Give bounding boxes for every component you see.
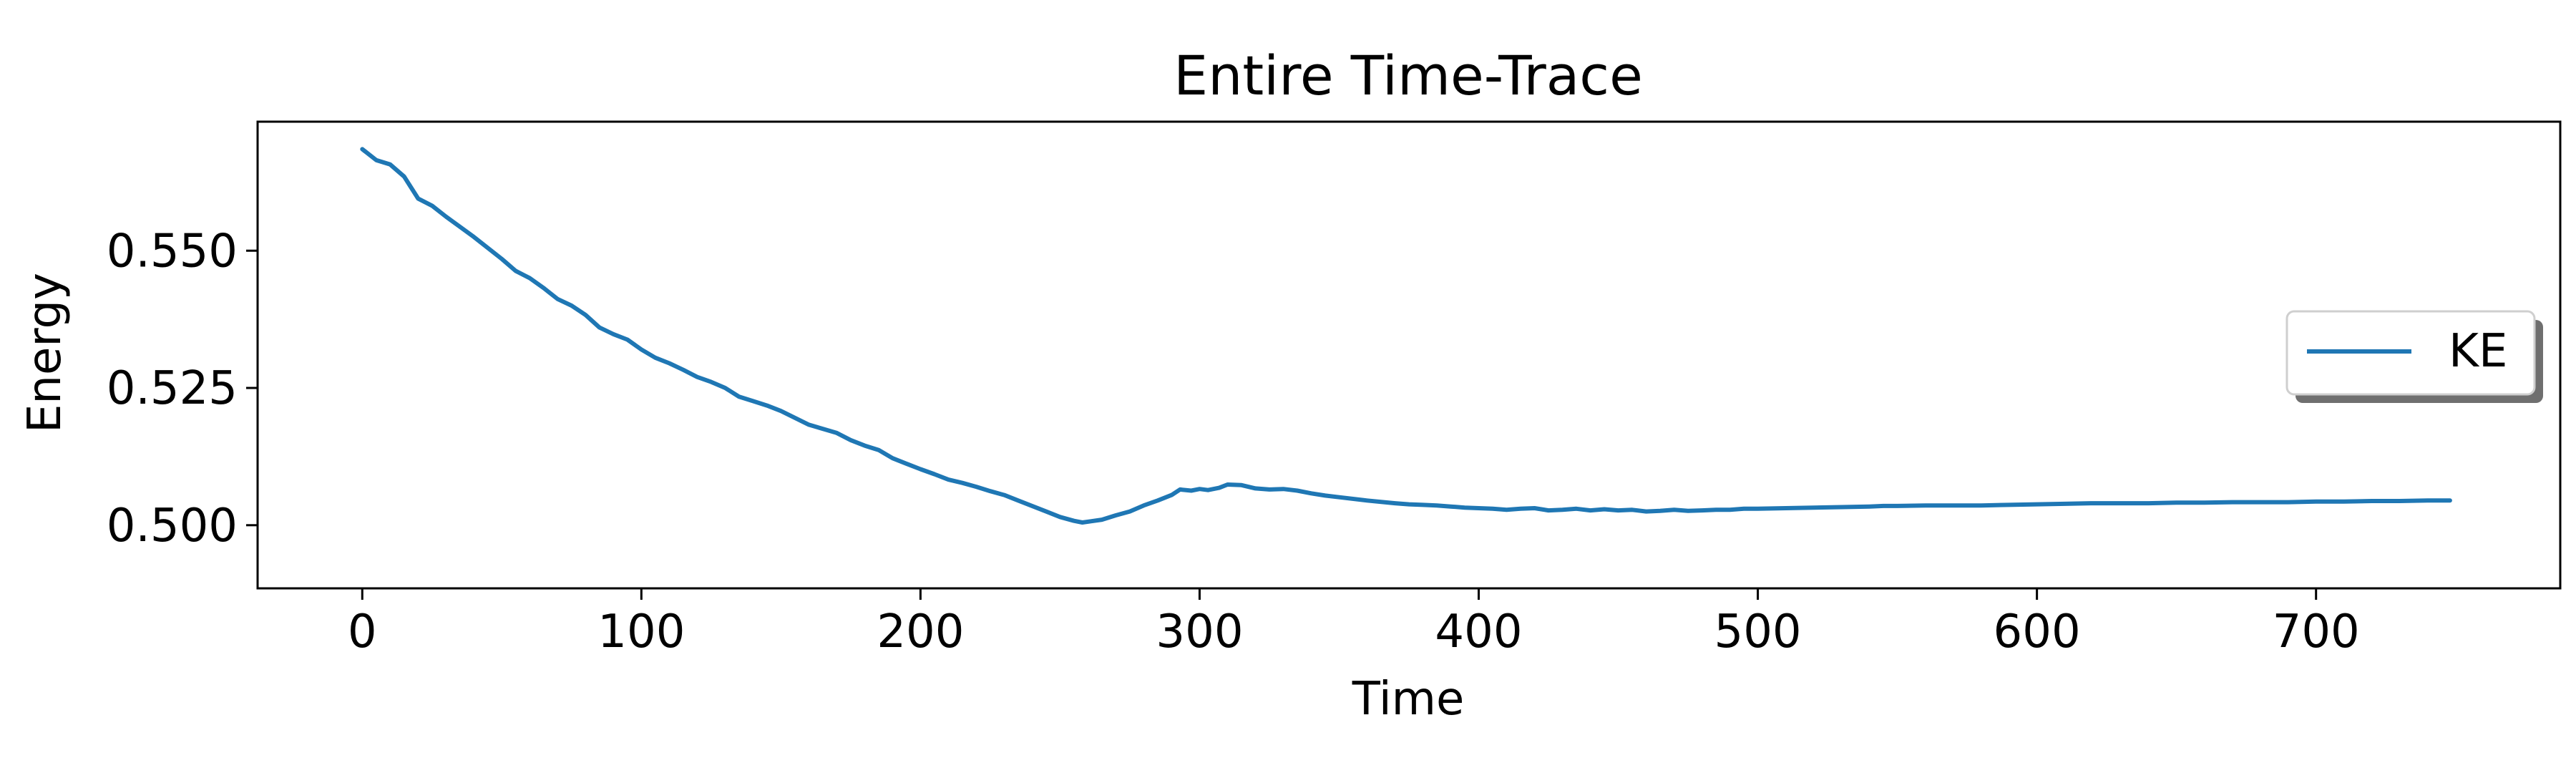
y-tick-label: 0.525	[107, 362, 238, 415]
axes-frame	[256, 120, 2562, 590]
legend-label-ke: KE	[2449, 325, 2507, 378]
y-axis-label: Energy	[19, 273, 72, 433]
x-tick-label: 700	[2273, 606, 2360, 658]
x-tick-label: 300	[1156, 606, 1243, 658]
x-tick-label: 600	[1994, 606, 2081, 658]
plot-area: 0 100 200 300 400 500 600 700 0.500 0.525 0.550	[107, 120, 2562, 658]
x-tick-label: 400	[1435, 606, 1522, 658]
x-tick-label: 200	[877, 606, 964, 658]
x-tick-label: 100	[597, 606, 685, 658]
x-tick-label: 0	[348, 606, 377, 658]
legend: KE	[2285, 310, 2543, 403]
x-tick-label: 500	[1714, 606, 1801, 658]
chart-title: Entire Time-Trace	[1174, 44, 1643, 107]
x-axis-label: Time	[1352, 673, 1465, 726]
series-line-ke	[360, 147, 2452, 525]
y-tick-label: 0.500	[107, 500, 238, 553]
y-tick-label: 0.550	[107, 225, 238, 278]
